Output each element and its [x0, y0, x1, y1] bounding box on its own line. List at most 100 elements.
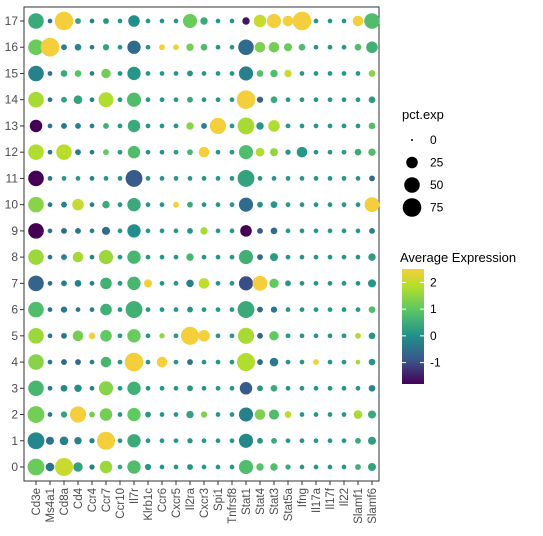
dot	[327, 385, 333, 391]
dot	[127, 434, 141, 448]
dot	[89, 280, 95, 286]
dot	[117, 18, 123, 24]
x-tick-label: Spi1	[213, 488, 225, 511]
dot	[254, 41, 266, 53]
dot	[299, 202, 305, 208]
dot	[327, 18, 333, 24]
dot	[89, 228, 95, 234]
dot	[159, 333, 165, 339]
dot	[69, 406, 87, 423]
dot	[173, 201, 179, 208]
dot	[201, 71, 207, 76]
y-tick-label: 13	[5, 119, 19, 133]
x-tick-label: Cxcr3	[199, 488, 211, 518]
dot	[98, 92, 114, 108]
dot	[28, 354, 44, 370]
dot	[255, 147, 265, 157]
dot	[237, 327, 255, 344]
y-tick-label: 3	[11, 381, 18, 395]
dot	[355, 123, 361, 129]
dot	[253, 14, 267, 28]
dot	[285, 254, 291, 260]
dot	[229, 333, 235, 339]
dot	[341, 176, 347, 181]
dot	[313, 228, 319, 234]
dot	[127, 381, 141, 395]
dot	[187, 438, 193, 444]
dot	[100, 303, 112, 316]
dot	[145, 149, 151, 155]
dot	[103, 176, 109, 181]
dot	[28, 275, 44, 292]
dot	[269, 148, 279, 157]
dot	[355, 176, 361, 181]
dot	[201, 359, 207, 365]
dot	[61, 123, 67, 129]
dot	[284, 411, 292, 418]
dot	[47, 123, 53, 129]
dot	[238, 197, 254, 212]
dot	[341, 438, 347, 444]
dot	[124, 352, 144, 372]
y-tick-label: 16	[5, 40, 19, 54]
dot	[229, 123, 235, 129]
y-tick-label: 6	[11, 303, 18, 317]
dot	[341, 149, 347, 155]
dot	[125, 301, 143, 319]
dot	[187, 227, 193, 234]
dot	[186, 122, 194, 130]
dot	[127, 407, 141, 422]
dot	[143, 279, 153, 288]
dot	[341, 97, 347, 103]
dot	[187, 149, 193, 156]
dot	[145, 359, 151, 365]
x-tick-label: Stat5a	[283, 487, 295, 521]
dot	[257, 332, 263, 339]
dot	[61, 227, 67, 234]
dot	[45, 436, 55, 445]
x-tick-label: Il2ra	[185, 487, 197, 510]
dot	[159, 18, 165, 24]
x-tick-label: Ccr4	[87, 487, 99, 512]
dot	[313, 123, 319, 129]
dot	[201, 202, 207, 208]
dot	[159, 97, 165, 103]
dot	[355, 385, 361, 391]
dot	[75, 176, 81, 181]
dot	[75, 359, 81, 365]
dot	[200, 227, 208, 235]
dot	[75, 149, 81, 156]
dot	[215, 464, 221, 470]
dot	[285, 464, 291, 470]
dot	[313, 359, 319, 365]
x-tick-label: Il7r	[129, 488, 141, 504]
size-legend-label: 25	[430, 156, 444, 170]
dot	[145, 123, 151, 129]
dot	[75, 307, 81, 312]
dot	[28, 65, 44, 82]
dot	[117, 123, 123, 129]
dot	[159, 176, 165, 181]
dot	[229, 149, 235, 155]
size-legend-label: 0	[430, 133, 437, 147]
dot	[187, 176, 193, 181]
dot	[54, 11, 74, 31]
dot	[269, 278, 279, 289]
dot	[28, 223, 44, 239]
dot	[187, 96, 193, 103]
dot	[173, 71, 179, 76]
dot	[60, 411, 68, 418]
dot	[98, 250, 114, 265]
color-bar	[402, 269, 424, 384]
dot	[292, 11, 312, 31]
dot	[229, 254, 235, 260]
dot	[285, 202, 291, 208]
dot	[47, 18, 53, 24]
x-tick-label: Cd4	[73, 487, 85, 509]
dot	[198, 330, 210, 342]
dot	[99, 408, 113, 421]
dot	[29, 119, 43, 133]
dot	[47, 71, 53, 76]
dot	[269, 357, 279, 367]
dot	[28, 249, 44, 265]
